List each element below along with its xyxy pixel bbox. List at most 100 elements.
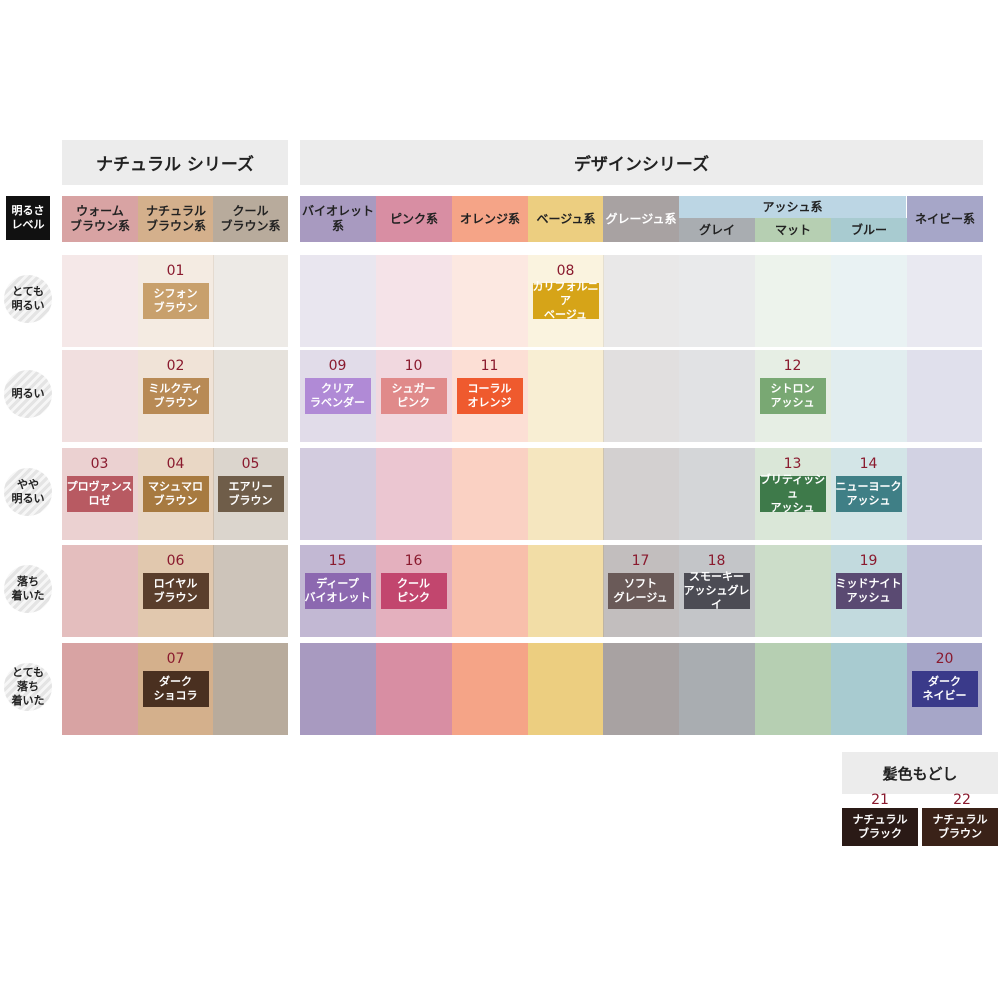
grid-cell xyxy=(528,448,604,540)
grid-cell xyxy=(907,255,982,347)
product-number: 06 xyxy=(166,553,185,569)
column-header-ash-group: アッシュ系 xyxy=(679,196,906,218)
grid-cell xyxy=(62,643,138,735)
product-swatch[interactable]: マシュマロ ブラウン xyxy=(142,476,209,512)
product-number: 01 xyxy=(166,263,185,279)
natural-series-header: ナチュラル シリーズ xyxy=(62,140,288,185)
restore-number: 22 xyxy=(953,792,971,808)
grid-cell xyxy=(62,350,138,442)
product-swatch[interactable]: ディープ バイオレット xyxy=(304,573,371,609)
product-number: 09 xyxy=(328,358,347,374)
grid-cell xyxy=(300,448,376,540)
grid-cell xyxy=(62,545,138,637)
product-number: 10 xyxy=(404,358,423,374)
product-number: 13 xyxy=(783,456,802,472)
product-number: 11 xyxy=(480,358,499,374)
column-header-navy: ネイビー系 xyxy=(907,196,983,242)
product-swatch[interactable]: ミッドナイト アッシュ xyxy=(835,573,902,609)
grid-cell xyxy=(62,255,138,347)
product-swatch[interactable]: プロヴァンス ロゼ xyxy=(66,476,133,512)
grid-cell xyxy=(528,545,604,637)
product-number: 03 xyxy=(90,456,109,472)
grid-cell xyxy=(679,350,755,442)
column-header-violet: バイオレット系 xyxy=(300,196,376,242)
column-header-pink: ピンク系 xyxy=(376,196,452,242)
column-header-warm: ウォーム ブラウン系 xyxy=(62,196,138,242)
column-header-greige: グレージュ系 xyxy=(603,196,679,242)
grid-cell xyxy=(907,350,982,442)
restore-number: 21 xyxy=(871,792,889,808)
grid-cell xyxy=(452,255,528,347)
product-number: 18 xyxy=(707,553,726,569)
product-swatch[interactable]: ソフト グレージュ xyxy=(607,573,674,609)
restore-header: 髪色もどし xyxy=(842,752,998,794)
grid-cell xyxy=(831,255,907,347)
product-number: 02 xyxy=(166,358,185,374)
level-label-1: 明るい xyxy=(4,370,52,418)
grid-cell xyxy=(376,643,452,735)
brightness-level-header: 明るさ レベル xyxy=(6,196,50,240)
column-header-cool: クール ブラウン系 xyxy=(213,196,288,242)
grid-cell xyxy=(831,350,907,442)
product-number: 07 xyxy=(166,651,185,667)
restore-swatch[interactable]: ナチュラル ブラウン xyxy=(922,808,998,846)
grid-cell xyxy=(831,643,907,735)
grid-cell xyxy=(376,255,452,347)
product-number: 17 xyxy=(631,553,650,569)
product-swatch[interactable]: ダーク ネイビー xyxy=(911,671,978,707)
grid-cell xyxy=(300,255,376,347)
product-number: 20 xyxy=(935,651,954,667)
product-swatch[interactable]: シフォン ブラウン xyxy=(142,283,209,319)
grid-cell xyxy=(376,448,452,540)
grid-cell xyxy=(213,350,288,442)
product-swatch[interactable]: エアリー ブラウン xyxy=(217,476,284,512)
product-number: 08 xyxy=(556,263,575,279)
product-swatch[interactable]: ロイヤル ブラウン xyxy=(142,573,209,609)
level-label-3: 落ち 着いた xyxy=(4,565,52,613)
grid-cell xyxy=(603,255,679,347)
grid-cell xyxy=(452,448,528,540)
product-number: 12 xyxy=(783,358,802,374)
product-number: 14 xyxy=(859,456,878,472)
product-swatch[interactable]: クール ピンク xyxy=(380,573,447,609)
product-swatch[interactable]: コーラル オレンジ xyxy=(456,378,523,414)
product-swatch[interactable]: カリフォルニア ベージュ xyxy=(532,280,599,321)
product-swatch[interactable]: ブリティッシュ アッシュ xyxy=(759,473,826,514)
product-number: 16 xyxy=(404,553,423,569)
grid-cell xyxy=(213,545,288,637)
grid-cell xyxy=(528,643,604,735)
product-number: 19 xyxy=(859,553,878,569)
grid-cell xyxy=(213,643,288,735)
product-swatch[interactable]: ミルクティ ブラウン xyxy=(142,378,209,414)
grid-cell xyxy=(755,643,831,735)
column-header-orange: オレンジ系 xyxy=(452,196,528,242)
design-series-header: デザインシリーズ xyxy=(300,140,983,185)
product-swatch[interactable]: ニューヨーク アッシュ xyxy=(835,476,902,512)
grid-cell xyxy=(452,545,528,637)
product-number: 04 xyxy=(166,456,185,472)
product-swatch[interactable]: クリア ラベンダー xyxy=(304,378,371,414)
product-swatch[interactable]: シュガー ピンク xyxy=(380,378,447,414)
product-swatch[interactable]: ダーク ショコラ xyxy=(142,671,209,707)
grid-cell xyxy=(603,350,679,442)
grid-cell xyxy=(213,255,288,347)
grid-cell xyxy=(907,545,982,637)
grid-cell xyxy=(528,350,604,442)
grid-cell xyxy=(907,448,982,540)
grid-cell xyxy=(679,448,755,540)
grid-cell xyxy=(679,643,755,735)
product-number: 05 xyxy=(241,456,260,472)
column-header-natural: ナチュラル ブラウン系 xyxy=(138,196,214,242)
level-label-4: とても 落ち 着いた xyxy=(4,663,52,711)
level-label-0: とても 明るい xyxy=(4,275,52,323)
grid-cell xyxy=(300,643,376,735)
level-label-2: やや 明るい xyxy=(4,468,52,516)
column-header-beige: ベージュ系 xyxy=(528,196,604,242)
grid-cell xyxy=(603,643,679,735)
product-swatch[interactable]: スモーキー アッシュグレイ xyxy=(683,570,750,611)
grid-cell xyxy=(679,255,755,347)
product-swatch[interactable]: シトロン アッシュ xyxy=(759,378,826,414)
product-number: 15 xyxy=(328,553,347,569)
column-header-blue: ブルー xyxy=(831,218,907,242)
restore-swatch[interactable]: ナチュラル ブラック xyxy=(842,808,918,846)
